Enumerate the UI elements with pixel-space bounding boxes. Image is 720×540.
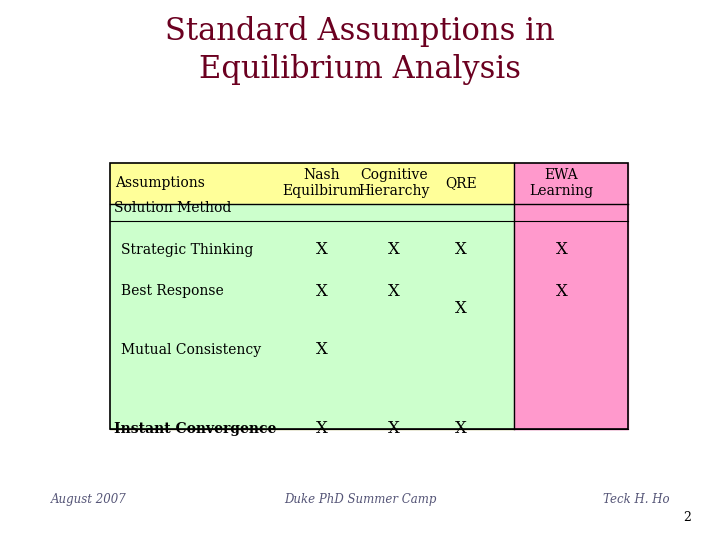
- Text: Cognitive
Hierarchy: Cognitive Hierarchy: [359, 168, 430, 198]
- Text: X: X: [455, 300, 467, 316]
- Text: X: X: [388, 241, 400, 258]
- Text: Teck H. Ho: Teck H. Ho: [603, 493, 670, 506]
- Text: X: X: [315, 420, 328, 437]
- Text: X: X: [556, 283, 567, 300]
- Bar: [109, 163, 629, 429]
- Text: Nash
Equilbirum: Nash Equilbirum: [282, 168, 361, 198]
- Bar: [109, 204, 514, 221]
- Text: Solution Method: Solution Method: [114, 201, 231, 215]
- Text: X: X: [556, 241, 567, 258]
- Text: 2: 2: [683, 511, 691, 524]
- Text: EWA
Learning: EWA Learning: [529, 168, 593, 198]
- Text: X: X: [388, 283, 400, 300]
- Text: Assumptions: Assumptions: [115, 176, 205, 190]
- Bar: [514, 163, 629, 204]
- Text: X: X: [315, 283, 328, 300]
- Text: Duke PhD Summer Camp: Duke PhD Summer Camp: [284, 493, 436, 506]
- Text: X: X: [315, 241, 328, 258]
- Text: August 2007: August 2007: [50, 493, 126, 506]
- Text: X: X: [388, 420, 400, 437]
- Text: X: X: [455, 241, 467, 258]
- Bar: [109, 221, 514, 429]
- Bar: [514, 204, 629, 221]
- Text: Best Response: Best Response: [121, 285, 223, 299]
- Text: Strategic Thinking: Strategic Thinking: [121, 243, 253, 257]
- Text: Instant Convergence: Instant Convergence: [114, 422, 276, 436]
- Bar: [514, 221, 629, 429]
- Text: QRE: QRE: [445, 176, 477, 190]
- Text: X: X: [315, 341, 328, 358]
- Text: X: X: [455, 420, 467, 437]
- Text: Standard Assumptions in
Equilibrium Analysis: Standard Assumptions in Equilibrium Anal…: [165, 16, 555, 85]
- Text: Mutual Consistency: Mutual Consistency: [121, 342, 261, 356]
- Bar: [109, 163, 514, 204]
